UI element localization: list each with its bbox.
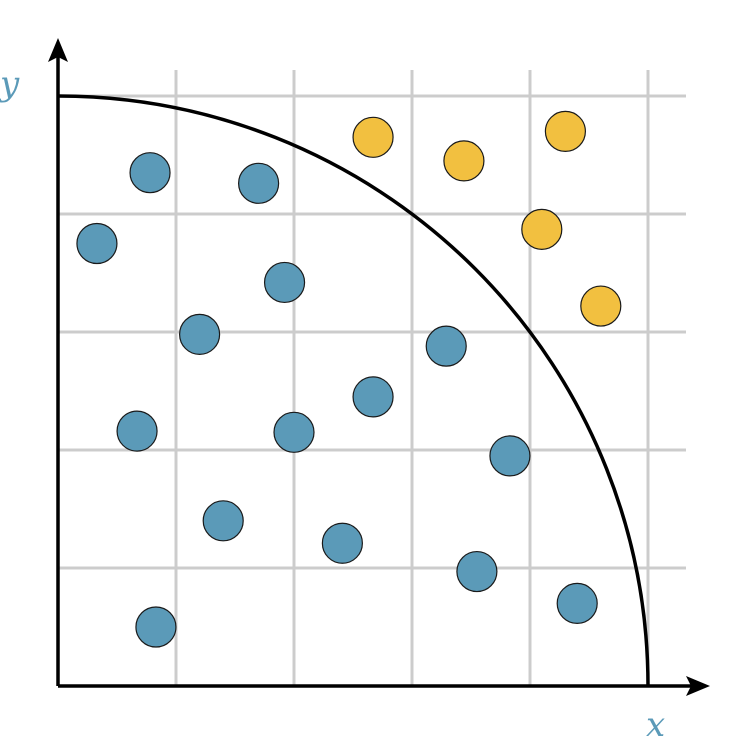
grid	[58, 70, 686, 686]
inside-point	[129, 152, 171, 194]
outside-point	[580, 285, 622, 327]
outside-point	[521, 208, 563, 250]
outside-point	[443, 140, 485, 182]
axes	[48, 38, 710, 696]
inside-point	[273, 411, 315, 453]
inside-point	[321, 522, 363, 564]
y-axis-label: y	[0, 64, 20, 104]
inside-point	[76, 222, 118, 265]
inside-point	[556, 582, 598, 625]
inside-point	[456, 550, 498, 593]
outside-point	[544, 110, 587, 152]
inside-point	[202, 500, 244, 542]
y-axis-arrow	[48, 38, 68, 62]
x-axis-label: x	[646, 705, 665, 744]
quarter-circle-curve	[57, 94, 650, 687]
x-axis-arrow	[686, 676, 710, 696]
inside-point	[135, 606, 177, 648]
inside-point	[425, 325, 467, 367]
sample-points	[76, 110, 622, 648]
quarter-circle-arc	[57, 94, 650, 687]
outside-point	[352, 116, 394, 158]
inside-point	[489, 435, 531, 477]
inside-point	[352, 376, 394, 418]
inside-point	[238, 162, 280, 204]
inside-point	[116, 410, 158, 452]
inside-point	[179, 313, 221, 355]
inside-point	[263, 261, 306, 304]
